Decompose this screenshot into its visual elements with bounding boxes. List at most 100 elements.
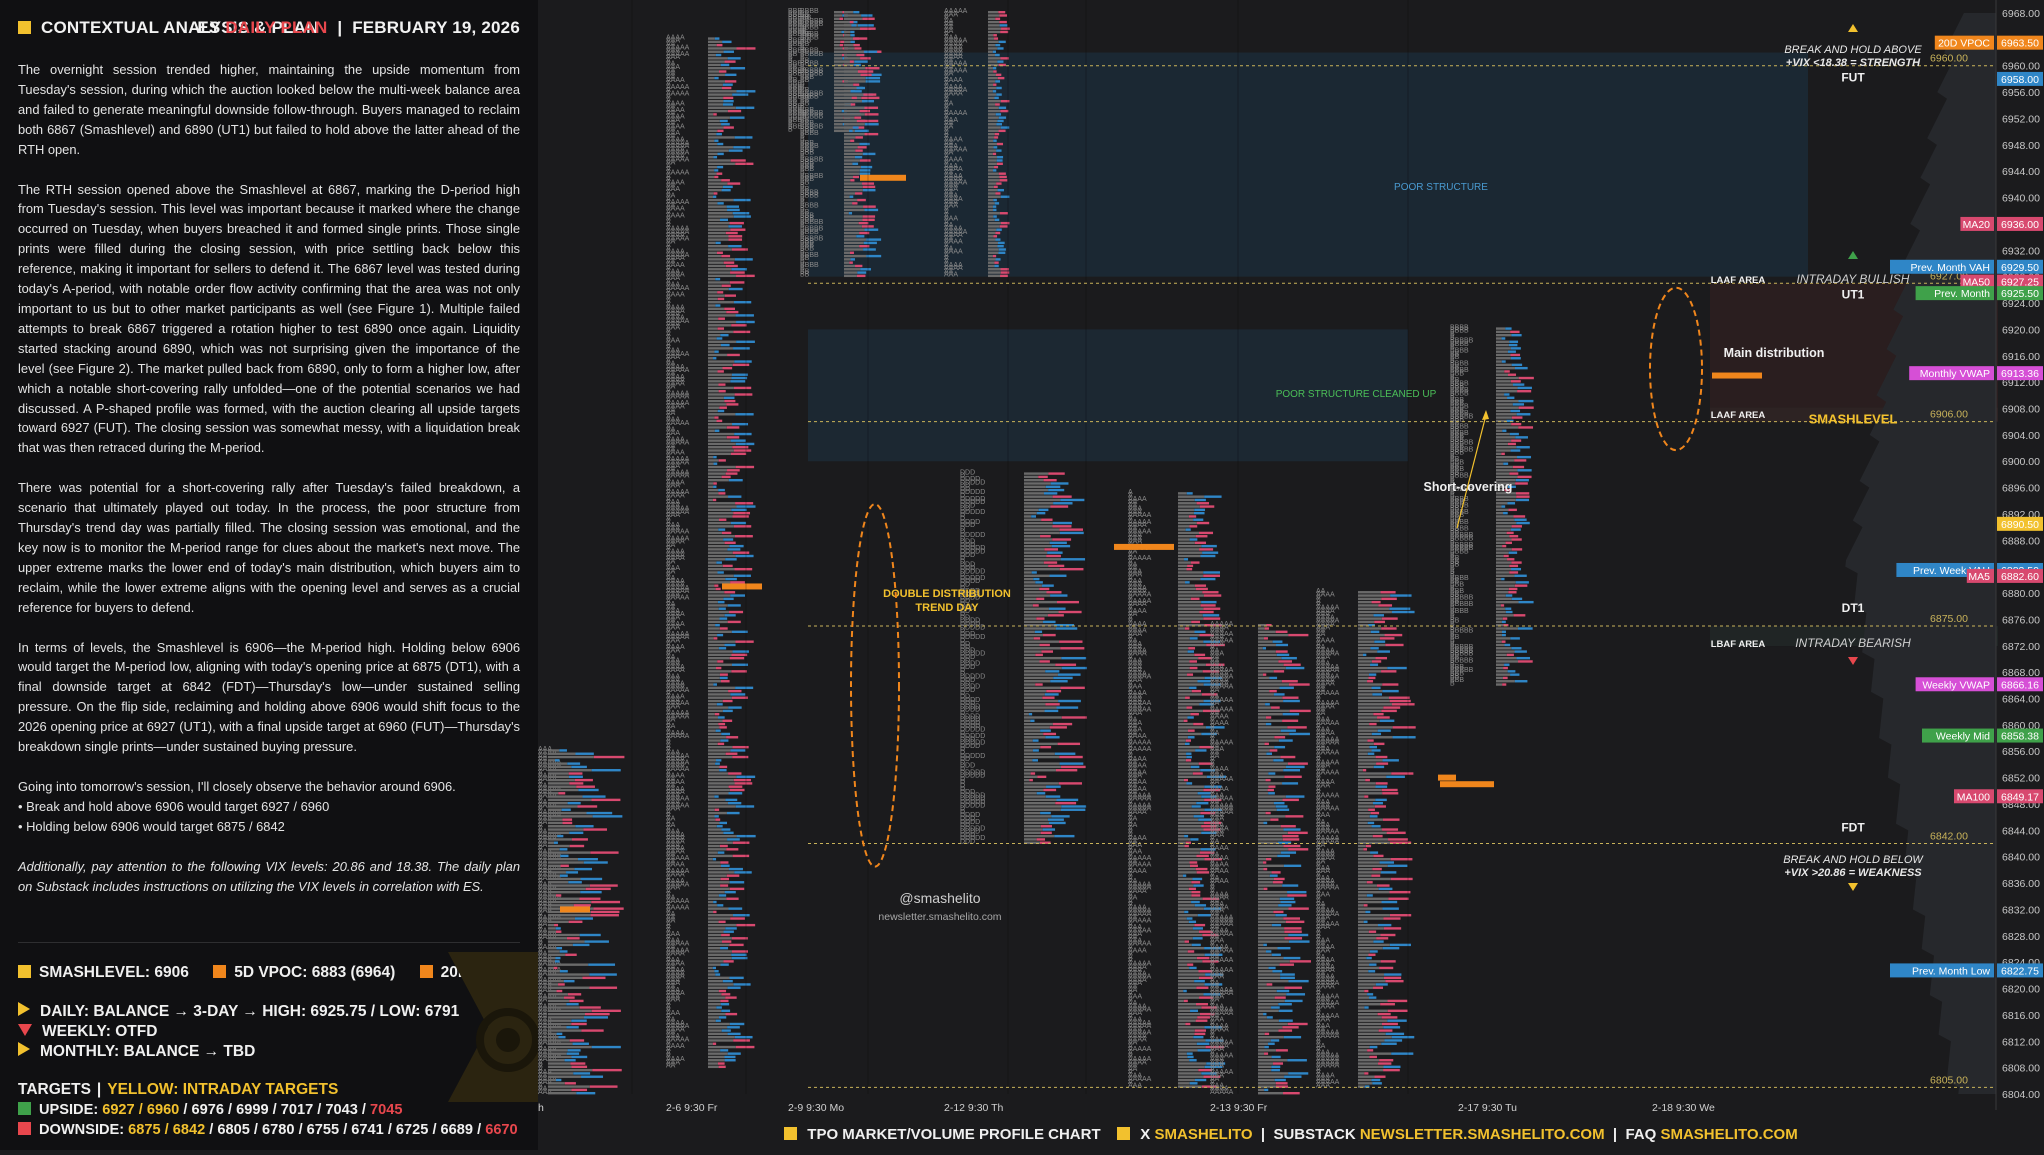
tpo-letters: A xyxy=(944,255,949,262)
tpo-letters: AAAAA xyxy=(666,90,690,97)
tpo-letters: AAA xyxy=(1210,829,1224,836)
badge: MA20 6936.00 xyxy=(1960,216,2043,231)
profile-bar-color xyxy=(1045,485,1061,488)
profile-bar-gray xyxy=(548,785,577,788)
profile-bar-color xyxy=(863,93,877,96)
profile-bar-gray xyxy=(708,419,717,423)
tpo-session-5: AAAAAAAAAAAAAAAAAAAAAAAAAAAAAAAAAAAAAAAA… xyxy=(944,8,1010,279)
tpo-letters: AAAA xyxy=(666,291,685,298)
footer-site[interactable]: NEWSLETTER.SMASHELITO.COM xyxy=(1359,1126,1605,1143)
tpo-letters: AAAAA xyxy=(1210,776,1234,783)
tpo-letters: AA xyxy=(538,1010,548,1017)
profile-bar-gray xyxy=(1024,683,1036,686)
tpo-letters: A xyxy=(944,97,949,104)
profile-bar-gray xyxy=(1258,1055,1272,1059)
tpo-letters: AAAAA xyxy=(666,456,690,463)
footer-handle[interactable]: SMASHELITO xyxy=(1154,1126,1253,1143)
profile-bar-gray xyxy=(1496,340,1510,343)
profile-bar-gray xyxy=(548,904,574,907)
profile-bar-gray xyxy=(708,231,726,235)
profile-bar-gray xyxy=(1178,1016,1198,1019)
profile-bar-color xyxy=(1515,478,1529,482)
tpo-letters: AAAAA xyxy=(1128,1046,1152,1053)
profile-bar-gray xyxy=(1024,617,1037,620)
tpo-letters: A xyxy=(1128,865,1133,872)
profile-bar-color xyxy=(850,139,855,142)
profile-bar-gray xyxy=(1496,624,1504,627)
profile-bar-color xyxy=(1503,511,1508,515)
tpo-letters: AAAA xyxy=(1316,614,1335,621)
profile-bar-gray xyxy=(1024,778,1030,782)
tpo-letters: AAA xyxy=(666,1010,680,1017)
profile-bar-gray xyxy=(1358,904,1364,907)
profile-bar-gray xyxy=(1358,772,1392,775)
tpo-letters: A xyxy=(1128,618,1133,625)
profile-bar-gray xyxy=(708,597,724,601)
profile-bar-color xyxy=(1389,914,1412,917)
profile-bar-color xyxy=(716,172,723,175)
tpo-letters: AAA xyxy=(1210,1016,1224,1023)
profile-bar-color xyxy=(1285,815,1304,818)
profile-bar-color xyxy=(1367,993,1374,996)
profile-bar-gray xyxy=(1024,765,1062,769)
profile-bar-gray xyxy=(708,970,715,973)
tpo-letters: A xyxy=(1316,987,1321,994)
tpo-letters: AAAA xyxy=(1316,852,1335,859)
profile-bar-gray xyxy=(708,587,716,591)
profile-bar-color xyxy=(1508,508,1517,512)
tpo-letters: AAA xyxy=(666,268,680,275)
tpo-letters: AAAA xyxy=(666,374,685,381)
profile-bar-gray xyxy=(708,881,730,884)
tpo-letters: A xyxy=(1210,871,1215,878)
profile-bar-color xyxy=(1205,1045,1224,1049)
profile-bar-gray xyxy=(708,848,727,851)
profile-bar-gray xyxy=(1258,706,1272,709)
tpo-letters: DD xyxy=(960,694,970,701)
commentary-p1: The overnight session trended higher, ma… xyxy=(18,62,520,157)
tpo-letters: AAAAA xyxy=(944,67,968,74)
tpo-letters: A xyxy=(666,1046,671,1053)
profile-bar-gray xyxy=(708,1026,728,1029)
profile-bar-color xyxy=(1184,742,1190,746)
level-value-label: 6875.00 xyxy=(1930,613,1968,625)
profile-bar-gray xyxy=(548,1032,557,1036)
profile-bar-gray xyxy=(1178,851,1200,854)
tpo-letters: A xyxy=(1210,759,1215,766)
tpo-letters: A xyxy=(1316,1010,1321,1017)
profile-bar-color xyxy=(850,30,855,34)
profile-bar-gray xyxy=(1024,502,1054,505)
tpo-letters: AA xyxy=(538,799,548,806)
profile-bar-gray xyxy=(1496,577,1502,581)
profile-bar-gray xyxy=(548,1026,567,1029)
profile-bar-gray xyxy=(708,244,729,248)
footer-faqsite[interactable]: SMASHELITO.COM xyxy=(1660,1126,1798,1143)
profile-bar-gray xyxy=(708,765,720,769)
tpo-letters: AAAAA xyxy=(944,179,968,186)
profile-bar-color xyxy=(855,136,863,139)
volume-shade xyxy=(1845,13,1996,1094)
profile-bar-gray xyxy=(708,475,722,479)
badge-value: 6822.75 xyxy=(2001,965,2039,977)
profile-bar-gray xyxy=(708,215,734,218)
y-tick-label: 6904.00 xyxy=(2002,430,2040,442)
tpo-letters: A xyxy=(944,31,949,38)
tpo-letters: DDDD xyxy=(960,519,980,526)
profile-bar-gray xyxy=(708,205,727,208)
profile-bar-gray xyxy=(1024,732,1044,736)
profile-bar-color xyxy=(1279,686,1294,690)
profile-bar-color xyxy=(1276,989,1290,993)
profile-bar-color xyxy=(712,195,717,198)
profile-bar-gray xyxy=(1024,749,1033,752)
profile-bar-gray xyxy=(1178,525,1190,528)
profile-bar-color xyxy=(993,185,998,189)
tpo-letters: AA xyxy=(666,618,676,625)
profile-bar-color xyxy=(1381,788,1398,792)
profile-bar-color xyxy=(731,630,748,633)
badge-value: 6913.36 xyxy=(2001,368,2039,380)
profile-bar-gray xyxy=(1178,976,1199,980)
tpo-letters: A xyxy=(666,532,671,539)
profile-bar-gray xyxy=(844,47,855,50)
profile-bar-gray xyxy=(1496,541,1506,545)
profile-bar-gray xyxy=(708,212,733,215)
profile-bar-gray xyxy=(708,340,737,343)
